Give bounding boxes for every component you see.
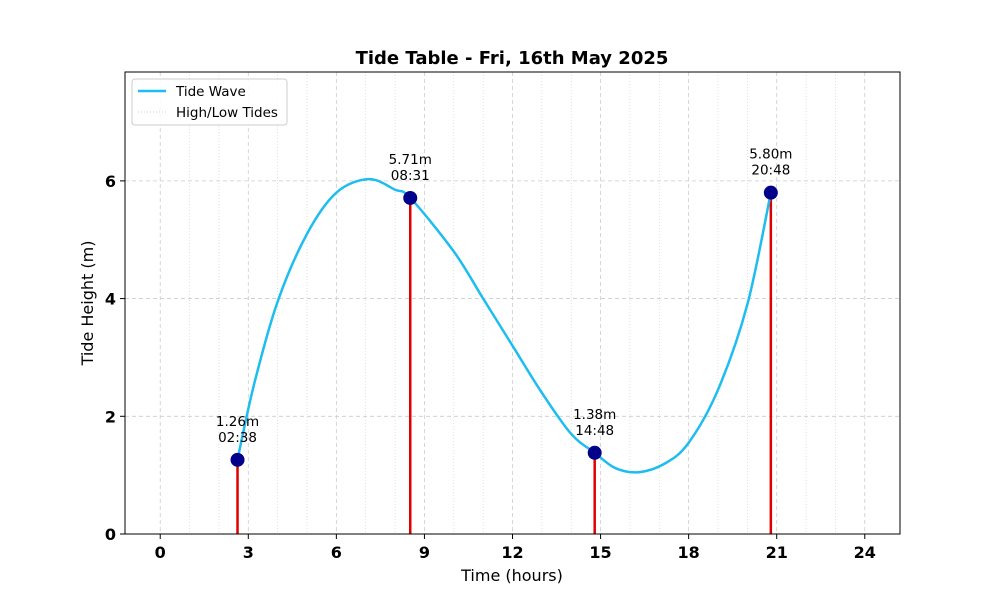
x-tick-label: 24 [854, 543, 876, 562]
chart-title: Tide Table - Fri, 16th May 2025 [356, 48, 669, 69]
tide-height-label: 1.38m [573, 407, 616, 423]
y-tick-label: 0 [105, 525, 116, 544]
x-tick-label: 9 [419, 543, 430, 562]
legend-box [131, 78, 288, 126]
y-tick-label: 2 [105, 407, 116, 426]
tide-point [403, 190, 418, 205]
tide-time-label: 14:48 [575, 423, 614, 439]
tide-height-label: 1.26m [216, 414, 259, 430]
y-tick-label: 4 [105, 290, 116, 309]
x-tick-label: 15 [589, 543, 611, 562]
tide-point [587, 445, 602, 460]
tide-wave-line [236, 177, 773, 474]
x-tick-label: 18 [678, 543, 700, 562]
tide-stems [236, 192, 773, 534]
tide-time-label: 20:48 [751, 163, 790, 179]
legend-high-low-label: High/Low Tides [176, 105, 278, 121]
y-axis-ticks: 0 2 4 6 [105, 172, 125, 544]
tide-point [763, 185, 778, 200]
tide-height-label: 5.80m [749, 147, 792, 163]
x-tick-label: 6 [331, 543, 342, 562]
legend: Tide Wave High/Low Tides [131, 78, 288, 126]
tide-wave-series [236, 177, 773, 474]
x-tick-label: 3 [243, 543, 254, 562]
y-tick-label: 6 [105, 172, 116, 191]
x-tick-label: 0 [155, 543, 166, 562]
x-tick-label: 12 [501, 543, 523, 562]
x-axis-ticks: 0 3 6 9 12 15 18 21 24 [155, 534, 876, 562]
y-axis-label: Tide Height (m) [78, 241, 97, 367]
tide-time-label: 08:31 [391, 168, 430, 184]
x-tick-label: 21 [766, 543, 788, 562]
tide-time-label: 02:38 [218, 430, 257, 446]
tide-markers [230, 185, 778, 467]
tide-point [230, 452, 245, 467]
tide-height-label: 5.71m [389, 152, 432, 168]
legend-tide-wave-label: Tide Wave [175, 84, 246, 100]
x-axis-label: Time (hours) [460, 566, 563, 585]
